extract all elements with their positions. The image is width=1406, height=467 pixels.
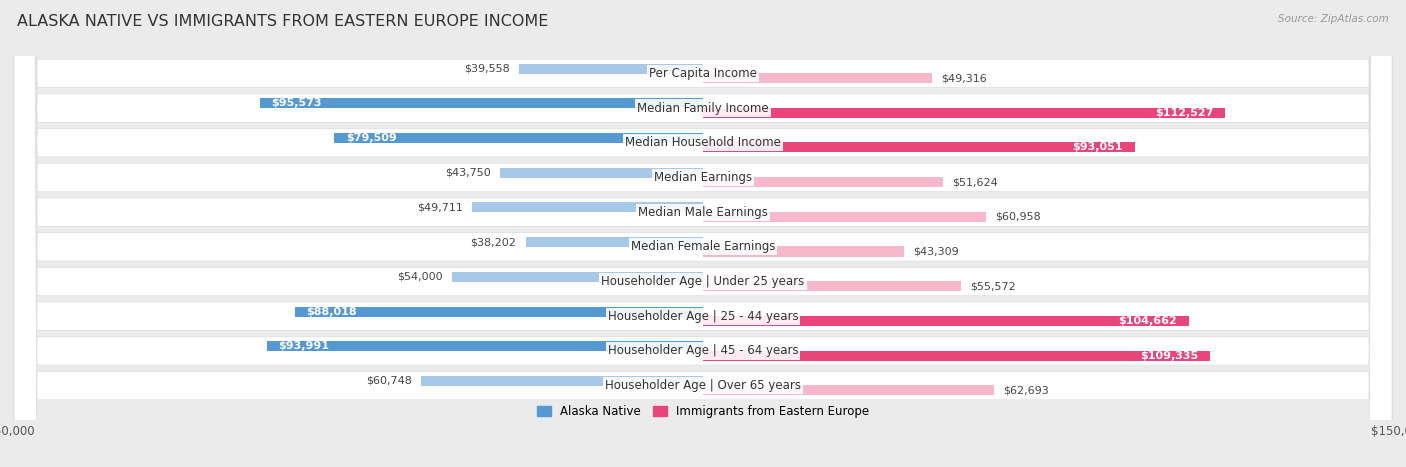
Text: $49,711: $49,711 [418,203,463,212]
Bar [703,73,932,83]
FancyBboxPatch shape [14,0,1392,467]
Text: $95,573: $95,573 [271,99,322,108]
Bar [703,212,986,222]
Text: $60,748: $60,748 [366,376,412,386]
Text: $109,335: $109,335 [1140,351,1199,361]
Text: $51,624: $51,624 [952,177,997,187]
Text: $49,316: $49,316 [941,73,987,83]
FancyBboxPatch shape [14,0,1392,467]
Text: $39,558: $39,558 [464,64,510,74]
FancyBboxPatch shape [14,0,1392,467]
Text: $104,662: $104,662 [1118,316,1177,326]
Text: $43,750: $43,750 [444,168,491,178]
FancyBboxPatch shape [14,0,1392,467]
Bar [703,108,1225,118]
Text: Median Earnings: Median Earnings [654,171,752,184]
Text: $88,018: $88,018 [307,306,357,317]
Text: $79,509: $79,509 [346,133,396,143]
Text: ALASKA NATIVE VS IMMIGRANTS FROM EASTERN EUROPE INCOME: ALASKA NATIVE VS IMMIGRANTS FROM EASTERN… [17,14,548,29]
Text: Householder Age | 45 - 64 years: Householder Age | 45 - 64 years [607,345,799,357]
FancyBboxPatch shape [14,0,1392,467]
Text: Source: ZipAtlas.com: Source: ZipAtlas.com [1278,14,1389,24]
Bar [519,64,703,74]
Bar [703,142,1135,153]
Text: Median Male Earnings: Median Male Earnings [638,205,768,219]
Text: Median Household Income: Median Household Income [626,136,780,149]
Text: Householder Age | 25 - 44 years: Householder Age | 25 - 44 years [607,310,799,323]
Text: $38,202: $38,202 [471,237,516,247]
Bar [703,351,1211,361]
Legend: Alaska Native, Immigrants from Eastern Europe: Alaska Native, Immigrants from Eastern E… [537,405,869,418]
Bar [453,272,703,282]
Bar [703,281,960,291]
FancyBboxPatch shape [14,0,1392,467]
Bar [295,306,703,317]
FancyBboxPatch shape [14,0,1392,467]
Text: $93,051: $93,051 [1073,142,1123,152]
Bar [703,316,1188,326]
Bar [703,247,904,256]
Text: $43,309: $43,309 [914,247,959,256]
Bar [472,202,703,212]
Text: Median Female Earnings: Median Female Earnings [631,241,775,253]
Text: Per Capita Income: Per Capita Income [650,67,756,80]
Bar [501,168,703,178]
Text: $112,527: $112,527 [1156,108,1213,118]
Text: $54,000: $54,000 [398,272,443,282]
Text: Householder Age | Over 65 years: Householder Age | Over 65 years [605,379,801,392]
Text: Median Family Income: Median Family Income [637,102,769,114]
Text: $55,572: $55,572 [970,281,1017,291]
Text: $93,991: $93,991 [278,341,329,351]
Text: $60,958: $60,958 [995,212,1040,222]
Bar [260,99,703,108]
Bar [703,177,942,187]
Text: $62,693: $62,693 [1002,385,1049,395]
Bar [267,341,703,351]
Bar [335,133,703,143]
Bar [526,237,703,247]
Bar [422,376,703,386]
FancyBboxPatch shape [14,0,1392,467]
FancyBboxPatch shape [14,0,1392,467]
Text: Householder Age | Under 25 years: Householder Age | Under 25 years [602,275,804,288]
FancyBboxPatch shape [14,0,1392,467]
Bar [703,385,994,396]
